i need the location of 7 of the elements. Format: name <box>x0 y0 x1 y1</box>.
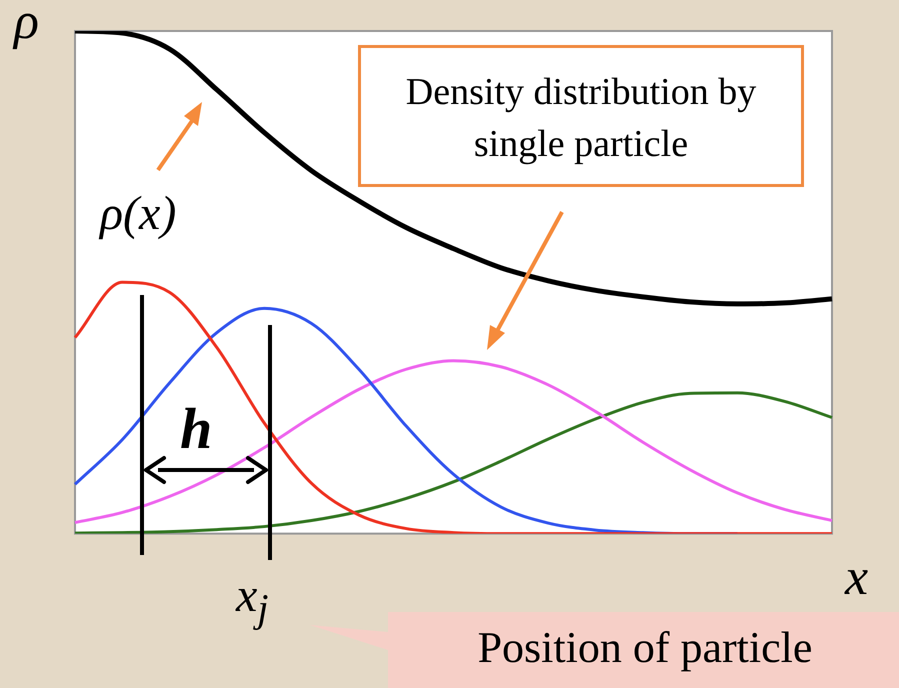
x-axis-title: x <box>845 548 868 607</box>
y-axis-title: ρ <box>14 0 39 51</box>
annotation: h <box>180 395 212 462</box>
annotation: Density distribution by single particle <box>358 45 804 187</box>
text: x$_{j}$ <box>236 568 268 632</box>
annotation: ρ(x) <box>100 186 176 241</box>
text: Position of particle <box>476 622 814 673</box>
